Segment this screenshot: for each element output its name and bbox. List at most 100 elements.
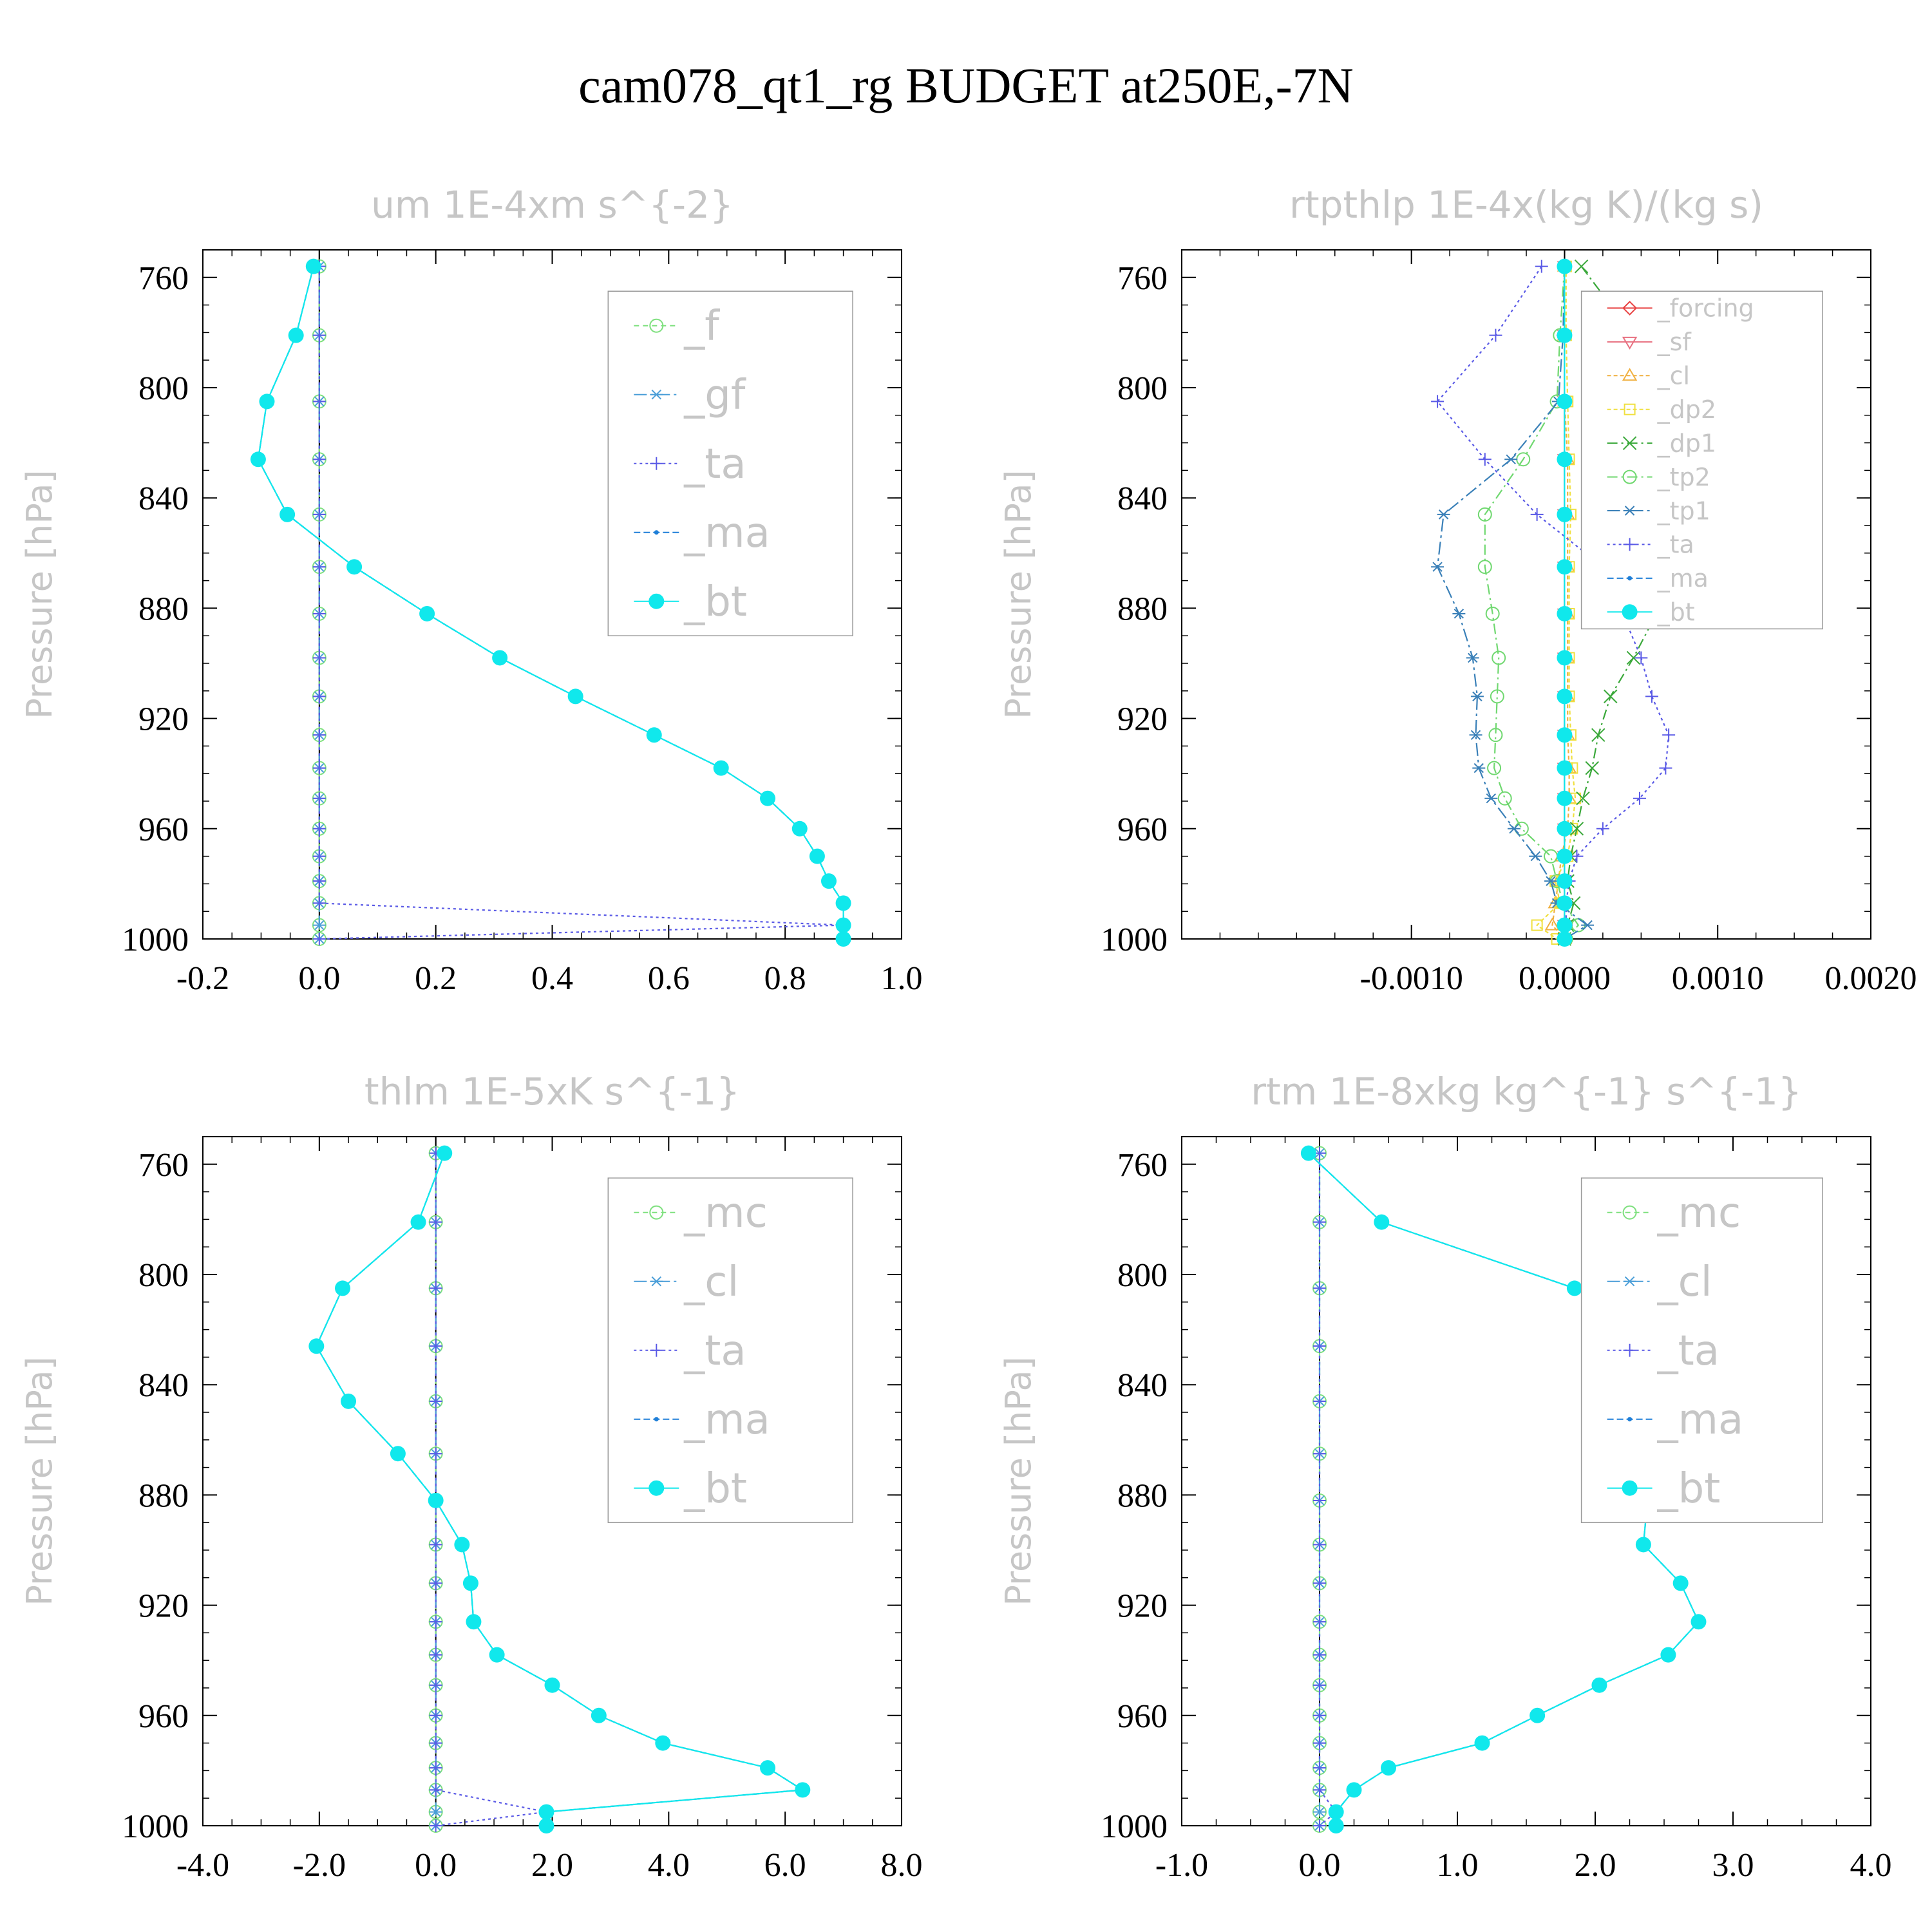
data-point_tp1 — [1504, 454, 1518, 464]
legend-label_tp1: _tp1 — [1657, 497, 1710, 525]
data-point_ta — [1489, 328, 1502, 342]
legend-box — [607, 1177, 853, 1523]
data-point_bt — [760, 790, 776, 806]
data-point_dp1 — [1569, 822, 1584, 836]
x-tick-label: 0.0000 — [1519, 960, 1611, 997]
data-point_ta — [429, 1783, 442, 1797]
data-point_bt — [308, 1338, 325, 1354]
x-tick-label: 2.0 — [531, 1847, 573, 1884]
data-point_tp2 — [1490, 689, 1504, 704]
data-point_ta — [312, 791, 326, 805]
data-point_bt — [305, 258, 321, 274]
legend: _mc _cl _ta _ma _bt — [1580, 1177, 1823, 1523]
legend: _f _gf _ta _ma _bt — [607, 290, 853, 636]
y-axis-label: Pressure [hPa] — [998, 1356, 1039, 1605]
data-point_bt — [1557, 848, 1573, 864]
data-point_dp1 — [1626, 650, 1641, 665]
data-point_ta — [429, 1761, 442, 1775]
legend-marker_cl — [650, 1276, 663, 1287]
data-point_ta — [1313, 1615, 1326, 1629]
data-point_ta — [429, 1678, 442, 1692]
data-point_ta — [1634, 651, 1648, 665]
data-point_bt — [791, 820, 808, 837]
y-axis-label: Pressure [hPa] — [998, 469, 1039, 719]
data-point_cl — [429, 1806, 442, 1817]
series_bt — [250, 258, 851, 947]
data-point_ta — [1633, 791, 1646, 805]
data-point_ta — [312, 395, 326, 408]
data-point_bt — [1557, 258, 1573, 274]
data-point_tp2 — [1487, 761, 1502, 775]
data-point_gf — [312, 920, 326, 931]
data-point_bt — [713, 760, 729, 776]
data-point_bt — [646, 727, 662, 743]
data-point_ta — [1530, 507, 1544, 521]
legend-marker_mc — [1622, 1205, 1637, 1220]
y-tick-label: 960 — [1117, 1698, 1168, 1735]
legend-marker_bt — [1622, 604, 1638, 620]
data-point_ta — [1313, 1340, 1326, 1353]
legend-marker_f — [649, 318, 664, 333]
legend-marker_bt — [649, 593, 665, 609]
x-tick-label: 0.0010 — [1672, 960, 1764, 997]
legend-label_sf: _sf — [1657, 328, 1692, 356]
data-point_ta — [1659, 761, 1672, 775]
data-point_ta — [1313, 1783, 1326, 1797]
data-point_bt — [1566, 1280, 1582, 1296]
data-point_bt — [835, 917, 851, 933]
data-point_tp1 — [1484, 793, 1498, 804]
data-point_ta — [1662, 728, 1676, 742]
x-tick-label: 0.2 — [415, 960, 457, 997]
data-point_bt — [835, 895, 851, 911]
data-point_ta — [312, 607, 326, 620]
panel-thlm: thlm 1E-5xK s^{-1} Pressure [hPa] -4.0 -2.0… — [19, 1070, 923, 1884]
data-point_bt — [1374, 1214, 1390, 1230]
data-point_ta — [1431, 395, 1444, 408]
y-tick-label: 920 — [138, 701, 189, 738]
data-point_tp1 — [1469, 730, 1482, 740]
legend-label_ta: _ta — [683, 440, 746, 488]
data-point_ta — [312, 875, 326, 888]
data-point_tp2 — [1488, 728, 1503, 743]
y-tick-label: 760 — [138, 260, 189, 297]
series_ta — [1313, 1146, 1343, 1832]
data-point_bt — [795, 1782, 811, 1798]
y-tick-label: 800 — [1117, 1257, 1168, 1294]
y-tick-label: 840 — [138, 1367, 189, 1404]
y-tick-label: 1000 — [1101, 1808, 1168, 1845]
legend-box — [1580, 1177, 1823, 1523]
x-tick-label: 0.8 — [764, 960, 806, 997]
data-point_tp1 — [1581, 920, 1595, 931]
data-point_ta — [312, 896, 326, 910]
panel-rtpthlp: rtpthlp 1E-4x(kg K)/(kg s) Pressure [hPa]… — [998, 183, 1917, 997]
y-tick-label: 840 — [138, 480, 189, 517]
panel-title: thlm 1E-5xK s^{-1} — [365, 1070, 740, 1113]
data-point_bt — [1557, 820, 1573, 837]
data-point_bt — [1530, 1707, 1546, 1723]
legend-marker_cl — [1622, 368, 1638, 381]
data-point_bt — [1557, 931, 1573, 947]
legend-label_dp1: _dp1 — [1657, 429, 1716, 457]
data-point_tp2 — [1477, 560, 1492, 574]
y-tick-label: 800 — [138, 370, 189, 407]
y-tick-label: 800 — [138, 1257, 189, 1294]
data-point_ta — [1313, 1648, 1326, 1662]
y-tick-label: 760 — [1117, 1147, 1168, 1184]
data-point_bt — [279, 506, 296, 522]
data-point_tp1 — [1431, 562, 1444, 572]
data-point_bt — [567, 688, 583, 705]
series_bt — [308, 1145, 811, 1833]
x-tick-label: -0.0010 — [1360, 960, 1463, 997]
data-point_bt — [341, 1393, 357, 1409]
data-point_ta — [312, 651, 326, 665]
data-point_ta — [1313, 1678, 1326, 1692]
data-point_dp1 — [1591, 728, 1605, 742]
x-tick-label: 0.0 — [298, 960, 340, 997]
legend-marker_ma — [1627, 1417, 1633, 1422]
x-tick-label: -1.0 — [1155, 1847, 1208, 1884]
data-point_bt — [1346, 1782, 1362, 1798]
legend-marker_bt — [649, 1480, 665, 1496]
legend-marker_ma — [654, 1417, 659, 1422]
legend-label_ta: _ta — [1657, 1327, 1719, 1375]
data-point_tp1 — [1466, 652, 1479, 663]
